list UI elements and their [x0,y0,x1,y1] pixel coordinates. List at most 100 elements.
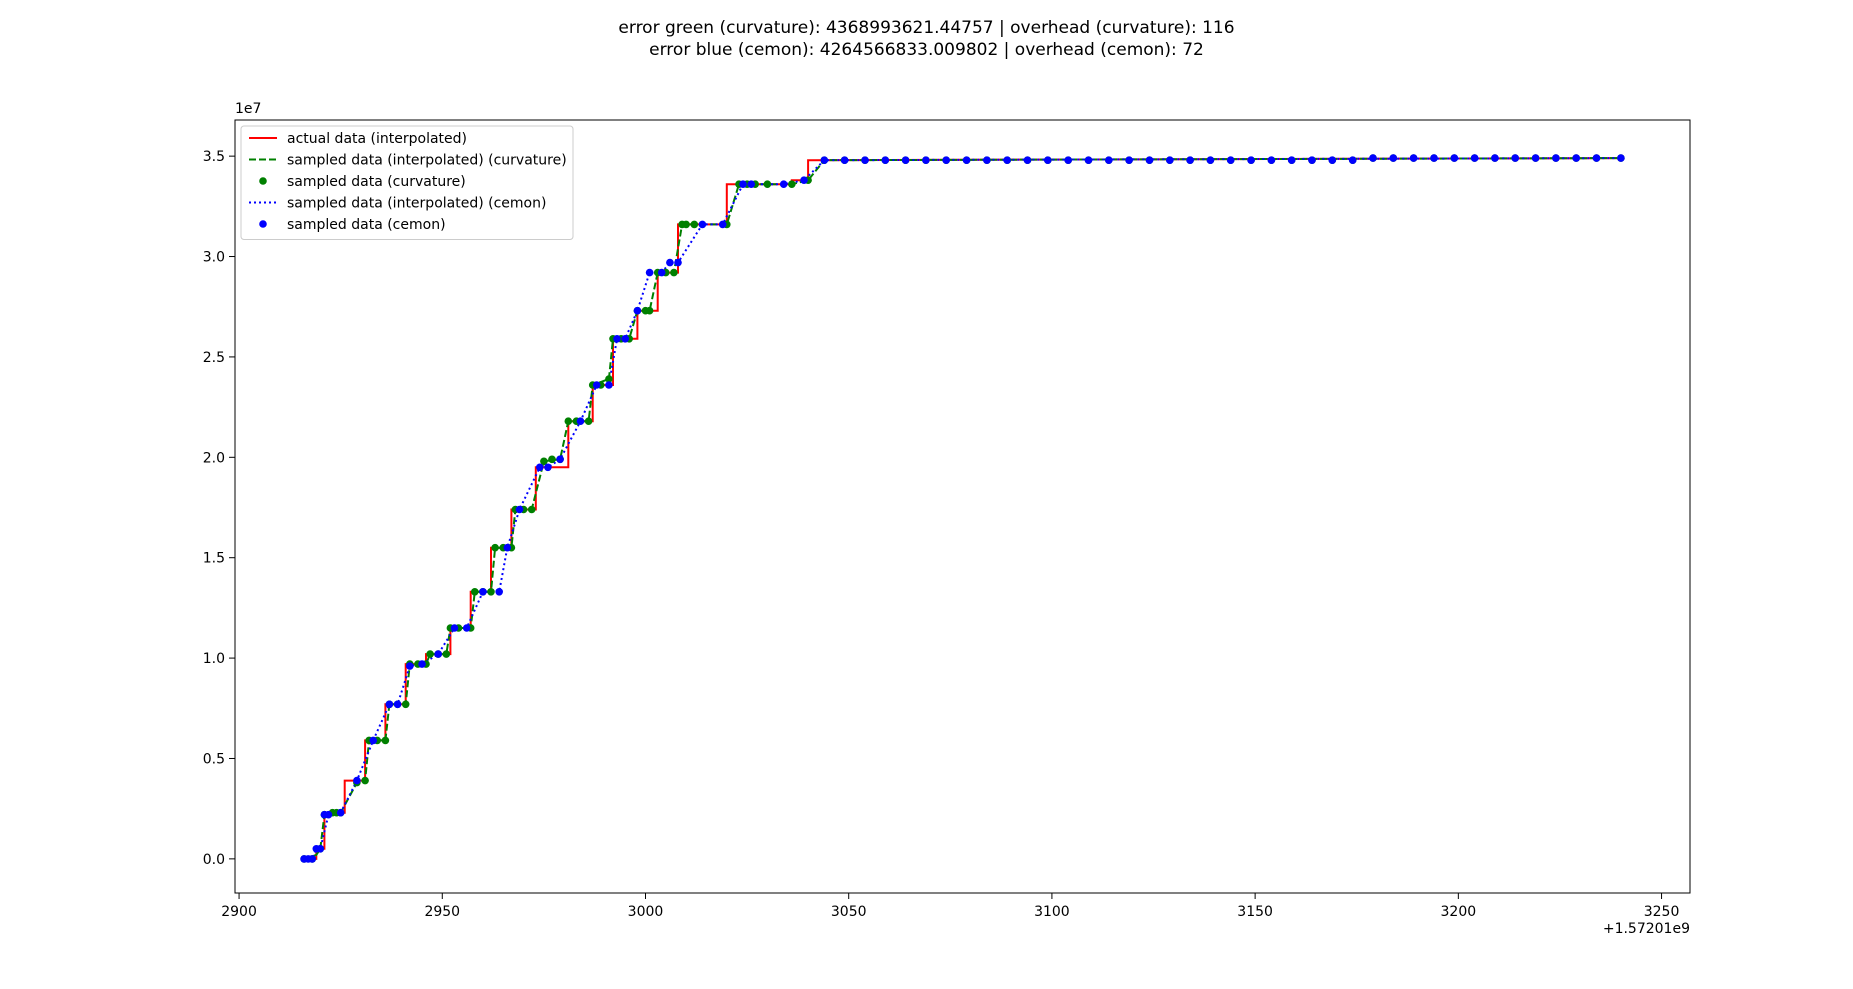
x-axis-offset-label: +1.57201e9 [1603,921,1690,937]
series-2-point [788,180,796,188]
x-tick-label: 2900 [221,904,257,920]
x-tick-label: 3150 [1237,904,1273,920]
series-4-point [1348,156,1357,164]
series-4-point [613,335,621,343]
series-4-point [1470,154,1479,162]
x-tick-label: 3050 [831,904,867,920]
series-2-point [540,457,548,466]
y-tick-label: 0.5 [203,751,225,767]
series-4-point [353,776,361,785]
series-4-point [393,700,402,709]
legend-swatch [259,177,267,185]
series-line-3 [304,157,1621,860]
series-4-point [1511,154,1519,162]
y-axis-scale-label: 1e7 [235,101,261,117]
y-tick-label: 2.0 [203,450,225,466]
series-4-point [621,335,629,343]
series-4-point [1617,154,1625,162]
series-4-point [1003,156,1011,164]
series-4-point [592,381,601,389]
series-2-point [527,505,536,514]
series-4-point [1044,156,1052,164]
series-4-point [1064,156,1072,164]
series-4-point [922,156,930,164]
plot-frame [234,119,1691,894]
series-4-point [462,624,471,632]
series-4-point [1430,154,1438,162]
series-4-point [747,180,755,188]
series-4-point [657,268,666,277]
series-4-point [633,306,642,315]
series-4-point [1328,156,1337,164]
series-4-point [536,463,544,472]
y-tick-label: 3.0 [203,250,225,266]
series-2-point [645,306,654,315]
plot-area [300,154,1625,863]
series-2-point [491,543,499,552]
series-2-point [361,776,369,785]
series-4-point [1247,156,1255,164]
series-2-point [381,736,390,745]
series-4-point [605,381,613,389]
legend-entry-label: actual data (interpolated) [287,131,467,147]
series-4-point [1267,156,1276,164]
series-4-point [316,845,325,853]
series-line-0 [304,157,1621,860]
series-2-point [548,455,556,464]
series-4-point [674,258,682,267]
series-4-point [666,258,674,267]
series-4-point [861,156,869,164]
y-axis: 0.0 0.5 1.0 1.5 2.0 2.5 3.0 3.5 [203,149,235,868]
x-tick-label: 3000 [628,904,664,920]
series-line-1 [303,157,1621,860]
series-2-point [426,650,434,658]
series-4-point [1287,156,1296,164]
series-4-point [324,810,333,819]
series-4-point [1166,156,1174,164]
series-4-point [1186,156,1194,164]
series-2-point [564,417,573,426]
series-4-point [983,156,991,164]
series-4-point [739,180,747,188]
series-4-point [1389,154,1398,162]
series-4-point [1409,154,1418,162]
y-tick-label: 1.5 [203,551,225,567]
series-4-point [1023,156,1032,164]
x-tick-label: 3100 [1034,904,1070,920]
series-4-point [515,505,524,514]
series-4-point [495,588,504,596]
legend-entry-label: sampled data (curvature) [287,174,466,190]
series-4-point [1369,154,1377,162]
legend-box [240,125,574,240]
legend-entry-label: sampled data (cemon) [287,217,446,233]
series-4-point [820,156,829,164]
series-4-point [336,808,345,817]
series-4-point [544,463,552,472]
series-4-point [1206,156,1215,164]
series-4-point [406,662,414,670]
series-2-point [690,220,699,229]
series-2-point [605,375,613,383]
series-2-point [682,220,690,229]
series-2-point [442,650,451,658]
series-4-point [1105,156,1113,164]
series-4-point [718,220,727,229]
series-4-point [1552,154,1560,162]
series-4-point [942,156,950,164]
y-tick-label: 1.0 [203,651,225,667]
series-4-point [1491,154,1499,162]
series-4-point [1572,154,1580,162]
series-4-point [503,543,512,552]
series-4-point [1531,154,1540,162]
series-4-point [1145,156,1154,164]
y-tick-label: 2.5 [203,350,225,366]
y-tick-label: 0.0 [203,852,225,868]
series-4-point [881,156,890,164]
legend-entry-label: sampled data (interpolated) (cemon) [287,196,546,212]
series-4-point [800,176,808,184]
series-4-point [1226,156,1235,164]
series-4-point [576,417,585,426]
series-4-point [418,660,426,668]
series-2-point [487,588,495,596]
